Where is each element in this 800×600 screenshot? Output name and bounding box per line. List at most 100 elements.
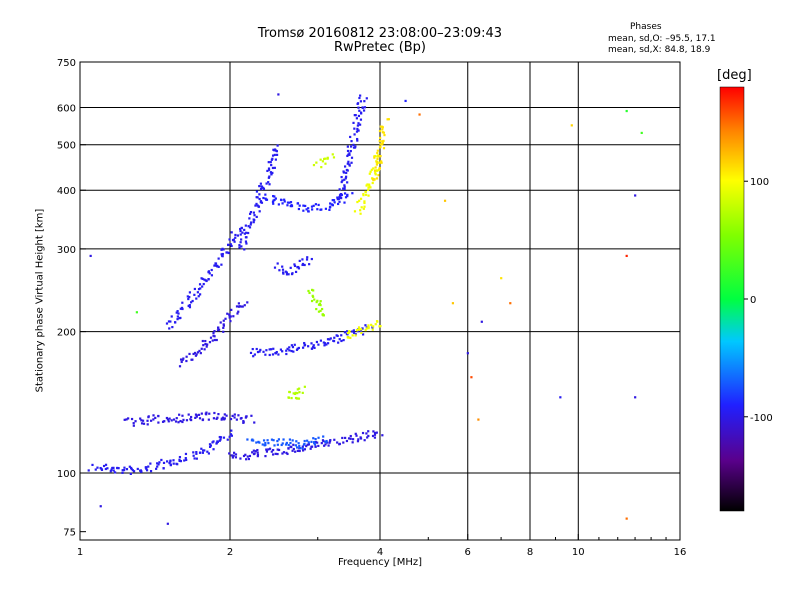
- data-point: [382, 139, 385, 143]
- data-point: [262, 439, 266, 442]
- data-point: [256, 350, 260, 354]
- data-point: [500, 277, 503, 280]
- data-point: [367, 188, 370, 192]
- data-point: [310, 347, 314, 350]
- data-point: [264, 443, 267, 447]
- data-point: [310, 299, 314, 303]
- data-point: [205, 345, 208, 348]
- data-point: [375, 431, 378, 434]
- data-point: [267, 161, 270, 164]
- data-point: [264, 193, 267, 196]
- data-point: [343, 184, 346, 187]
- data-point: [251, 451, 254, 454]
- data-point: [362, 207, 365, 210]
- data-point: [296, 202, 299, 205]
- data-point: [230, 434, 233, 437]
- data-point: [361, 333, 365, 336]
- data-point: [269, 171, 272, 174]
- data-point: [281, 202, 284, 205]
- data-point: [369, 186, 372, 189]
- data-point: [271, 200, 275, 204]
- data-point: [242, 454, 246, 458]
- data-point: [285, 273, 289, 276]
- data-point: [376, 151, 379, 155]
- data-point: [371, 177, 374, 181]
- data-point: [255, 190, 259, 193]
- data-point: [625, 254, 628, 258]
- data-point: [259, 200, 263, 203]
- data-point: [215, 338, 218, 342]
- data-point: [206, 343, 209, 346]
- data-point: [184, 452, 188, 456]
- data-point: [145, 469, 149, 472]
- data-point: [262, 196, 265, 200]
- data-point: [272, 439, 275, 442]
- data-point: [162, 467, 165, 470]
- data-point: [290, 344, 293, 347]
- data-point: [298, 259, 301, 263]
- data-point: [298, 444, 301, 448]
- data-point: [382, 147, 386, 150]
- data-point: [368, 172, 371, 175]
- data-point: [234, 236, 237, 239]
- data-point: [304, 204, 307, 208]
- data-point: [240, 245, 243, 248]
- data-point: [301, 449, 305, 452]
- data-point: [157, 463, 160, 466]
- colorbar-gradient: [719, 86, 745, 512]
- data-point: [208, 341, 212, 344]
- data-point: [144, 466, 147, 469]
- data-point: [310, 342, 313, 345]
- data-point: [315, 307, 318, 311]
- data-point: [342, 441, 345, 444]
- data-point: [246, 438, 249, 441]
- data-point: [163, 420, 166, 423]
- data-point: [222, 323, 225, 326]
- data-point: [342, 187, 345, 190]
- x-tick-label: 1: [77, 547, 83, 558]
- data-point: [349, 135, 352, 139]
- data-point: [296, 446, 299, 449]
- data-point: [306, 443, 309, 446]
- data-point: [125, 418, 128, 421]
- data-point: [367, 430, 370, 433]
- data-point: [234, 233, 237, 237]
- data-point: [313, 443, 317, 446]
- data-point: [233, 416, 236, 419]
- data-point: [142, 422, 146, 425]
- data-point: [226, 312, 229, 315]
- data-point: [352, 143, 355, 147]
- data-point: [379, 325, 382, 328]
- data-point: [178, 459, 181, 463]
- data-point: [374, 172, 377, 175]
- data-point: [451, 302, 455, 305]
- data-point: [213, 264, 216, 267]
- data-point: [383, 133, 386, 137]
- data-point: [237, 310, 240, 313]
- data-point: [243, 248, 246, 251]
- data-point: [193, 293, 196, 296]
- data-point: [338, 195, 341, 199]
- data-point: [291, 449, 294, 452]
- data-point: [252, 211, 255, 214]
- data-point: [195, 353, 198, 356]
- data-point: [288, 390, 291, 394]
- data-point: [160, 458, 163, 462]
- data-point: [136, 467, 139, 471]
- data-point: [336, 441, 339, 444]
- data-point: [238, 244, 241, 247]
- data-point: [298, 391, 301, 394]
- x-tick-label: 2: [227, 547, 233, 558]
- data-point: [99, 505, 102, 508]
- data-point: [272, 347, 275, 350]
- data-point: [149, 419, 153, 422]
- data-point: [243, 228, 246, 232]
- data-point: [188, 291, 192, 294]
- data-point: [375, 163, 379, 166]
- data-point: [208, 272, 211, 275]
- data-point: [165, 416, 169, 420]
- data-point: [270, 450, 273, 453]
- y-tick-label: 600: [57, 104, 76, 115]
- data-point: [292, 443, 295, 446]
